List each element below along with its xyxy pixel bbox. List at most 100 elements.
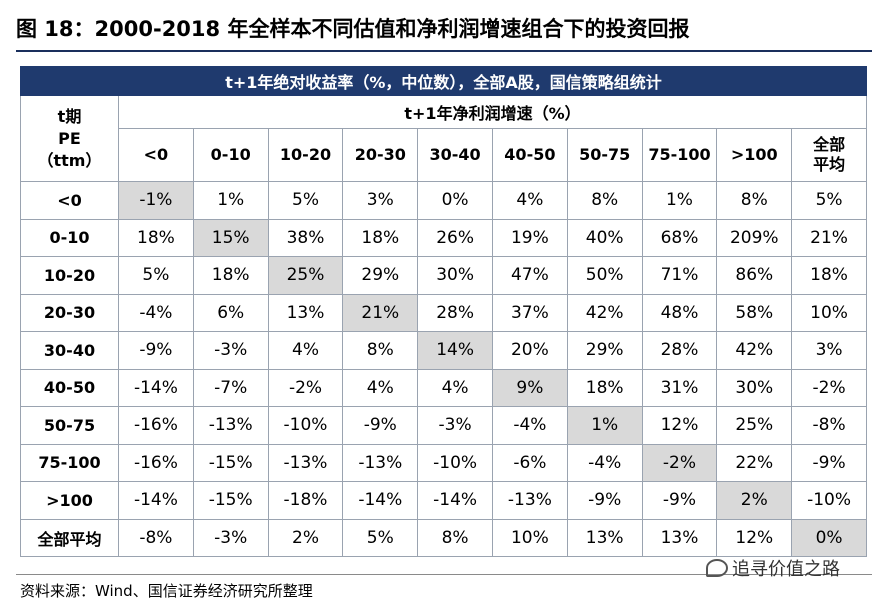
table-cell: -16% <box>118 443 194 482</box>
wechat-icon <box>706 559 728 577</box>
table-cell: 47% <box>491 256 568 295</box>
row-label: 全部平均 <box>20 518 119 557</box>
table-cell: -14% <box>118 368 194 407</box>
table-cell-diagonal: -2% <box>641 443 718 482</box>
table-cell: 0% <box>417 181 493 220</box>
table-cell: -13% <box>491 481 568 520</box>
table-cell-diagonal: 1% <box>566 406 643 445</box>
table-cell: -9% <box>118 331 194 370</box>
column-header: 20-30 <box>342 128 419 182</box>
table-cell: 29% <box>566 331 643 370</box>
table-cell: 42% <box>716 331 793 370</box>
table-cell-diagonal: 21% <box>342 293 419 332</box>
table-cell: 8% <box>417 518 493 557</box>
table-cell: 68% <box>641 218 718 257</box>
column-group-header: t+1年净利润增速（%） <box>118 95 867 129</box>
table-cell-diagonal: 9% <box>491 368 568 407</box>
table-cell: 20% <box>491 331 568 370</box>
table-row: 40-50 -14% -7% -2% 4% 4% 9% 18% 31% 30% -2% <box>20 368 867 407</box>
table-cell: 8% <box>566 181 643 220</box>
table-cell: 30% <box>716 368 793 407</box>
table-cell: -9% <box>566 481 643 520</box>
table-cell: -9% <box>791 443 867 482</box>
table-cell: 22% <box>716 443 793 482</box>
table-cell: -15% <box>192 481 269 520</box>
table-cell: 25% <box>716 406 793 445</box>
table-cell: 10% <box>491 518 568 557</box>
table-cell: 1% <box>192 181 269 220</box>
table-row: 20-30 -4% 6% 13% 21% 28% 37% 42% 48% 58% 10% <box>20 293 867 332</box>
column-header: 50-75 <box>566 128 643 182</box>
row-label: 75-100 <box>20 443 119 482</box>
table-cell: 18% <box>342 218 419 257</box>
table-cell: -16% <box>118 406 194 445</box>
table-cell: -3% <box>192 331 269 370</box>
table-cell: 5% <box>342 518 419 557</box>
table-cell: 58% <box>716 293 793 332</box>
table-cell: -6% <box>491 443 568 482</box>
table-cell-diagonal: 0% <box>791 518 867 557</box>
table-cell: -14% <box>417 481 493 520</box>
row-label: 30-40 <box>20 331 119 370</box>
table-row: 30-40 -9% -3% 4% 8% 14% 20% 29% 28% 42% 3% <box>20 331 867 370</box>
returns-table: t+1年绝对收益率（%，中位数），全部A股，国信策略组统计 t期 PE （ttm… <box>20 66 867 557</box>
table-cell: 13% <box>566 518 643 557</box>
table-cell: -7% <box>192 368 269 407</box>
table-cell: -10% <box>417 443 493 482</box>
table-cell: 8% <box>342 331 419 370</box>
table-cell: -4% <box>566 443 643 482</box>
corner-line-2: PE <box>58 128 81 148</box>
title-divider <box>16 50 872 52</box>
corner-line-3: （ttm） <box>37 150 102 170</box>
table-cell: -14% <box>342 481 419 520</box>
table-row: <0 -1% 1% 5% 3% 0% 4% 8% 1% 8% 5% <box>20 181 867 220</box>
table-cell: -13% <box>192 406 269 445</box>
table-cell: -8% <box>118 518 194 557</box>
table-cell: 37% <box>491 293 568 332</box>
table-cell: 21% <box>791 218 867 257</box>
table-cell: 10% <box>791 293 867 332</box>
table-cell: 42% <box>566 293 643 332</box>
table-row: 50-75 -16% -13% -10% -9% -3% -4% 1% 12% 25% -8% <box>20 406 867 445</box>
column-header: 75-100 <box>641 128 718 182</box>
row-label: 10-20 <box>20 256 119 295</box>
row-label: 40-50 <box>20 368 119 407</box>
table-cell: -2% <box>267 368 344 407</box>
table-cell: 28% <box>641 331 718 370</box>
table-cell: 28% <box>417 293 493 332</box>
table-cell: -9% <box>641 481 718 520</box>
table-cell: 71% <box>641 256 718 295</box>
table-cell: -2% <box>791 368 867 407</box>
table-cell: 48% <box>641 293 718 332</box>
table-cell-diagonal: 15% <box>192 218 269 257</box>
table-cell-diagonal: 2% <box>716 481 793 520</box>
table-cell: 29% <box>342 256 419 295</box>
row-axis-label: t期 PE （ttm） <box>20 95 119 182</box>
table-cell: 5% <box>791 181 867 220</box>
table-cell: -18% <box>267 481 344 520</box>
table-cell: 18% <box>566 368 643 407</box>
watermark-text: 追寻价值之路 <box>732 559 840 580</box>
corner-line-1: t期 <box>57 106 82 126</box>
table-cell: 38% <box>267 218 344 257</box>
table-cell: 4% <box>417 368 493 407</box>
table-cell: -3% <box>417 406 493 445</box>
table-cell: 40% <box>566 218 643 257</box>
table-cell-diagonal: -1% <box>118 181 194 220</box>
column-header: 40-50 <box>491 128 568 182</box>
table-cell-diagonal: 14% <box>417 331 493 370</box>
table-body: <0 -1% 1% 5% 3% 0% 4% 8% 1% 8% 5% 0-10 18% 15% 38% 18% 2… <box>20 181 867 557</box>
table-cell: 19% <box>491 218 568 257</box>
column-header: 30-40 <box>417 128 493 182</box>
table-cell: -10% <box>791 481 867 520</box>
table-row: 75-100 -16% -15% -13% -13% -10% -6% -4% -2% 22% -9… <box>20 443 867 482</box>
table-cell: -4% <box>118 293 194 332</box>
table-cell: 50% <box>566 256 643 295</box>
table-cell: -9% <box>342 406 419 445</box>
table-cell: -15% <box>192 443 269 482</box>
table-cell: 3% <box>791 331 867 370</box>
table-cell: -8% <box>791 406 867 445</box>
table-cell: 5% <box>118 256 194 295</box>
footer-divider <box>16 574 872 575</box>
source-note: 资料来源：Wind、国信证券经济研究所整理 <box>20 582 313 600</box>
